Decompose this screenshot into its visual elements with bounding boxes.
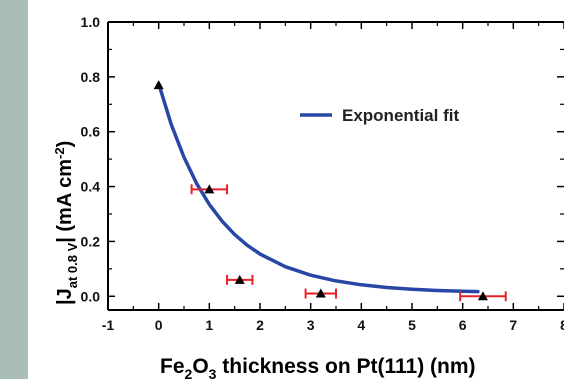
data-point [234, 274, 245, 284]
x-tick-label: 1 [205, 317, 213, 333]
x-axis-title-part: thickness on Pt(111) (nm) [216, 355, 475, 378]
legend-label: Exponential fit [342, 106, 459, 125]
x-tick-label: 3 [307, 317, 315, 333]
x-tick-label: 2 [256, 317, 264, 333]
x-axis-title-part: O [192, 355, 208, 378]
fit-layer [156, 81, 480, 294]
x-tick-label: -1 [102, 317, 115, 333]
data-point [153, 80, 164, 90]
x-tick-label: 7 [509, 317, 517, 333]
y-axis-title-subscript: at 0.8 V [65, 242, 80, 288]
x-tick-label: 0 [155, 317, 163, 333]
x-axis-title-subscript: 2 [185, 366, 193, 379]
fit-curve [156, 81, 480, 294]
y-tick-label: 1.0 [81, 14, 101, 30]
data-point [204, 184, 215, 194]
legend: Exponential fit [300, 106, 459, 125]
y-axis-title: |Jat 0.8 V| (mA cm-2) [52, 141, 80, 305]
y-tick-label: 0.2 [81, 233, 101, 249]
y-axis-title-part: ) [54, 141, 76, 148]
y-tick-label: 0.8 [81, 69, 101, 85]
data-point [477, 291, 488, 301]
y-tick-label: 0.6 [81, 124, 101, 140]
y-axis-title-superscript: -2 [52, 147, 67, 159]
y-tick-label: 0.4 [81, 179, 101, 195]
x-axis-title-part: Fe [160, 355, 185, 378]
points-layer [153, 80, 507, 302]
x-axis-title: Fe2O3 thickness on Pt(111) (nm) [160, 355, 476, 379]
data-point [315, 288, 326, 298]
x-tick-label: 4 [357, 317, 365, 333]
axes-group: -1 0 1 2 3 4 5 6 7 8 0.0 0.2 0.4 0.6 0.8 1.0 [81, 14, 564, 333]
y-tick-label: 0.0 [81, 288, 101, 304]
x-tick-label: 5 [408, 317, 416, 333]
x-axis-title-subscript: 3 [209, 366, 217, 379]
y-axis-title-part: |J [54, 288, 76, 305]
x-tick-label: 6 [459, 317, 467, 333]
y-axis-title-part: | (mA cm [54, 159, 76, 243]
x-tick-label: 8 [560, 317, 564, 333]
plot-frame [28, 0, 564, 379]
